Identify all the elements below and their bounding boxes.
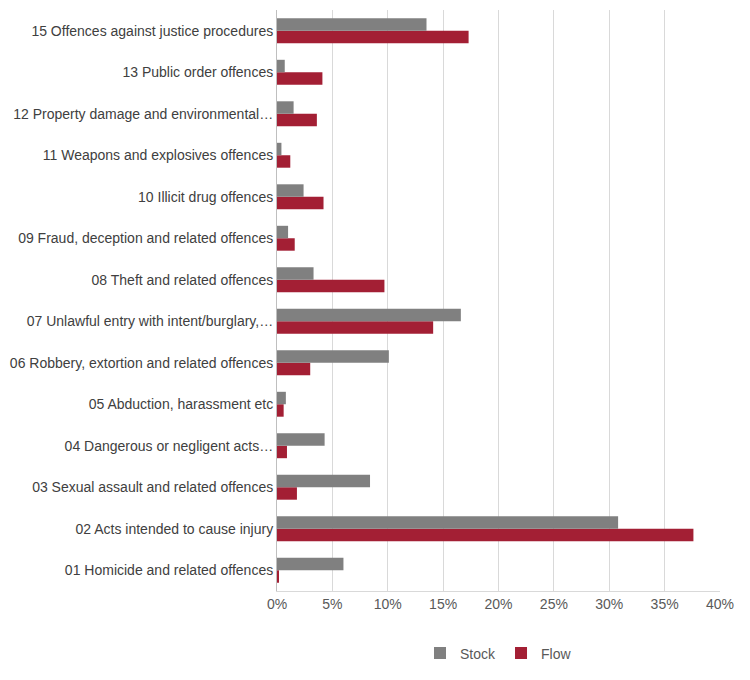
svg-text:04 Dangerous or negligent acts: 04 Dangerous or negligent acts… (65, 438, 274, 454)
svg-text:06 Robbery, extortion and rela: 06 Robbery, extortion and related offenc… (10, 355, 273, 371)
svg-text:0%: 0% (267, 596, 287, 612)
svg-text:13 Public order offences: 13 Public order offences (122, 64, 273, 80)
svg-text:15%: 15% (429, 596, 457, 612)
svg-text:12 Property damage and environ: 12 Property damage and environmental… (13, 106, 273, 122)
svg-text:40%: 40% (706, 596, 734, 612)
svg-text:Flow: Flow (541, 646, 571, 662)
svg-text:09 Fraud, deception and relate: 09 Fraud, deception and related offences (18, 230, 273, 246)
svg-text:15 Offences against justice pr: 15 Offences against justice procedures (31, 23, 273, 39)
svg-text:10%: 10% (374, 596, 402, 612)
svg-text:02 Acts intended to cause inju: 02 Acts intended to cause injury (76, 521, 274, 537)
svg-text:30%: 30% (595, 596, 623, 612)
svg-text:05 Abduction, harassment etc: 05 Abduction, harassment etc (89, 396, 273, 412)
svg-text:11 Weapons and explosives offe: 11 Weapons and explosives offences (43, 147, 273, 163)
svg-text:01 Homicide and related offenc: 01 Homicide and related offences (65, 562, 273, 578)
svg-text:35%: 35% (651, 596, 679, 612)
svg-text:20%: 20% (484, 596, 512, 612)
svg-text:07 Unlawful entry with intent/: 07 Unlawful entry with intent/burglary,… (27, 313, 273, 329)
svg-text:5%: 5% (322, 596, 342, 612)
svg-text:03 Sexual assault and related: 03 Sexual assault and related offences (32, 479, 273, 495)
svg-text:10 Illicit drug offences: 10 Illicit drug offences (138, 189, 273, 205)
svg-text:08 Theft and related offences: 08 Theft and related offences (92, 272, 274, 288)
svg-text:Stock: Stock (460, 646, 496, 662)
svg-text:25%: 25% (540, 596, 568, 612)
